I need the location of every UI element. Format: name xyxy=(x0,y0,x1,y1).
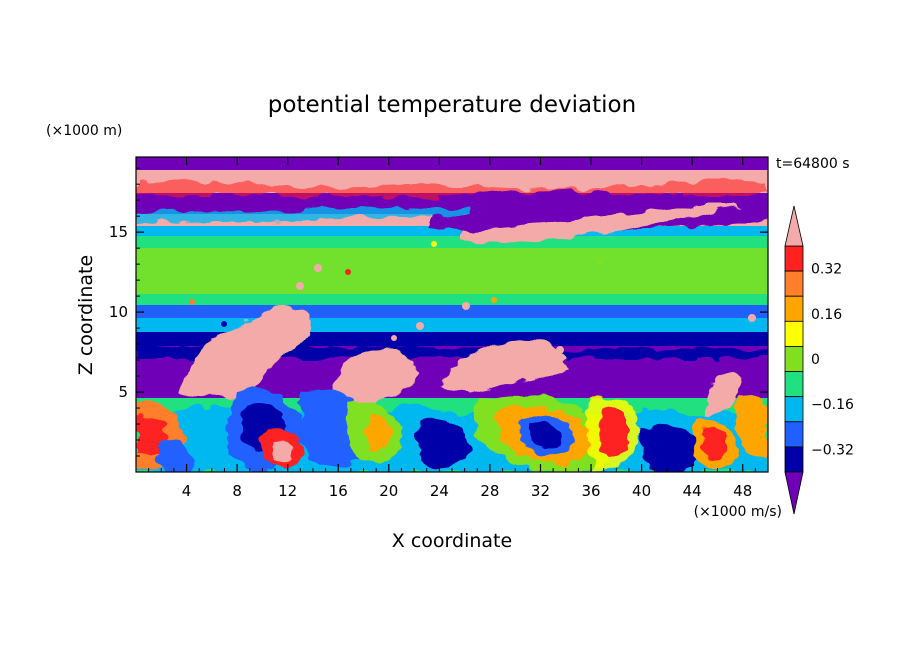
speckle xyxy=(715,375,725,385)
x-tick-label: 36 xyxy=(581,482,600,500)
troposphere-dark-band xyxy=(136,346,768,358)
band-upper-lime xyxy=(136,248,768,294)
colorbar-swatch xyxy=(784,446,804,473)
x-tick-label: 32 xyxy=(531,482,550,500)
eddy-left-blue xyxy=(157,439,197,472)
x-tick-label: 16 xyxy=(329,482,348,500)
y-tick-label: 10 xyxy=(109,303,128,321)
field-speckles xyxy=(189,241,756,385)
eddy-orange-2 xyxy=(364,415,391,451)
x-tick-label: 28 xyxy=(480,482,499,500)
x-tick-label: 44 xyxy=(683,482,702,500)
chart-title: potential temperature deviation xyxy=(268,92,636,118)
speckle xyxy=(491,297,497,303)
eddy-navy-3 xyxy=(416,418,470,469)
colorbar-tick-label: −0.16 xyxy=(811,397,854,413)
speckle xyxy=(431,241,437,247)
eddy-warm-core-1 xyxy=(274,438,293,462)
speckle xyxy=(556,346,564,354)
speckle xyxy=(189,299,195,305)
stratosphere-cold-wedge xyxy=(430,190,768,235)
x-unit-label: (×1000 m/s) xyxy=(694,504,782,520)
plume-small-right xyxy=(705,372,741,418)
speckle xyxy=(345,269,351,275)
colorbar-swatch xyxy=(784,421,804,448)
speckle xyxy=(462,302,470,310)
x-tick-label: 4 xyxy=(182,482,192,500)
eddy-navy-6 xyxy=(639,425,702,472)
y-tick-label: 5 xyxy=(118,383,128,401)
x-tick-label: 20 xyxy=(379,482,398,500)
speckle xyxy=(748,314,756,322)
plume-left xyxy=(180,306,312,398)
y-axis-label: Z coordinate xyxy=(75,255,97,375)
stratosphere-pink-tongue xyxy=(460,206,740,243)
cyan-wisps xyxy=(136,205,470,224)
colorbar-swatch xyxy=(784,270,804,297)
speckle xyxy=(416,322,424,330)
colorbar-swatch xyxy=(784,346,804,372)
y-axis: 5 10 15 xyxy=(109,167,768,457)
speckle xyxy=(314,264,322,272)
speckle xyxy=(597,259,603,265)
colorbar-tick-label: −0.32 xyxy=(811,442,854,458)
colorbar-swatch xyxy=(784,245,804,272)
eddy-red-7 xyxy=(701,428,726,459)
colorbar-extend-bottom xyxy=(784,471,804,515)
x-tick-label: 48 xyxy=(733,482,752,500)
field-detail xyxy=(136,179,768,472)
speckle xyxy=(296,282,304,290)
x-tick-label: 24 xyxy=(430,482,449,500)
colorbar-swatch xyxy=(784,396,804,423)
speckle xyxy=(391,335,397,341)
colorbar-swatch xyxy=(784,295,804,322)
plume-center xyxy=(330,350,420,404)
eddy-red-5 xyxy=(599,407,630,460)
speckle xyxy=(221,321,227,327)
eddy-navy-4 xyxy=(528,422,561,448)
y-tick-label: 15 xyxy=(109,223,128,241)
band-top-cold xyxy=(136,157,768,170)
eddy-right-warm xyxy=(735,395,768,461)
colorbar-swatch xyxy=(784,371,804,398)
plot-area xyxy=(136,157,768,472)
colorbar-swatch xyxy=(784,320,804,347)
colorbar-tick-label: 0.16 xyxy=(811,307,842,323)
x-tick-label: 8 xyxy=(232,482,242,500)
x-axis-label: X coordinate xyxy=(392,530,512,552)
time-label: t=64800 s xyxy=(776,156,850,172)
x-tick-label: 40 xyxy=(632,482,651,500)
y-unit-label: (×1000 m) xyxy=(46,123,122,139)
colorbar-extend-top xyxy=(784,205,804,247)
colorbar-tick-label: 0 xyxy=(811,352,820,368)
x-tick-label: 12 xyxy=(278,482,297,500)
colorbar-tick-label: 0.32 xyxy=(811,262,842,278)
colorbar: 0.32 0.16 0 −0.16 −0.32 xyxy=(784,205,854,515)
band-mid-blue xyxy=(136,305,768,318)
x-axis: 4 8 12 16 20 24 28 32 36 40 44 48 xyxy=(148,157,756,500)
plume-right xyxy=(440,339,568,392)
